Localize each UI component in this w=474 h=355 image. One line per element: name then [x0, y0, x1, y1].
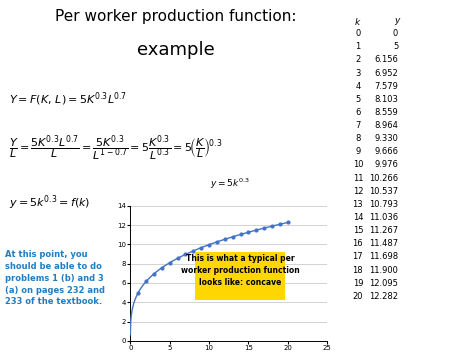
Text: $y = 5k^{0.3} = f(k)$: $y = 5k^{0.3} = f(k)$ [9, 193, 91, 212]
Text: 1: 1 [355, 42, 361, 51]
Text: 12.095: 12.095 [369, 279, 398, 288]
Text: $y = 5k^{0.3}$: $y = 5k^{0.3}$ [210, 176, 250, 191]
Text: 19: 19 [353, 279, 363, 288]
Text: 10.266: 10.266 [369, 174, 398, 182]
Text: $k$: $k$ [354, 16, 362, 27]
Text: 18: 18 [353, 266, 363, 274]
Text: 0: 0 [393, 29, 398, 38]
Text: example: example [137, 41, 214, 59]
Text: 17: 17 [353, 252, 363, 261]
Text: 6.156: 6.156 [374, 55, 398, 64]
Text: 11.487: 11.487 [369, 239, 398, 248]
Text: 6.952: 6.952 [374, 69, 398, 77]
Text: 16: 16 [353, 239, 363, 248]
Text: 7.579: 7.579 [374, 82, 398, 91]
Text: 11.267: 11.267 [369, 226, 398, 235]
Text: 11.698: 11.698 [369, 252, 398, 261]
Text: 15: 15 [353, 226, 363, 235]
Text: 12.282: 12.282 [369, 292, 398, 301]
Text: 5: 5 [355, 95, 361, 104]
Text: 10: 10 [353, 160, 363, 169]
Text: 9: 9 [355, 147, 361, 156]
Text: At this point, you
should be able to do
problems 1 (b) and 3
(a) on pages 232 an: At this point, you should be able to do … [5, 250, 105, 306]
Text: $\dfrac{Y}{L} = \dfrac{5K^{0.3}L^{0.7}}{L} = \dfrac{5K^{0.3}}{L^{1-0.7}} = 5\dfr: $\dfrac{Y}{L} = \dfrac{5K^{0.3}L^{0.7}}{… [9, 133, 223, 163]
Text: 11.900: 11.900 [369, 266, 398, 274]
Text: 9.330: 9.330 [374, 134, 398, 143]
Text: 8.964: 8.964 [374, 121, 398, 130]
Text: 9.666: 9.666 [374, 147, 398, 156]
Text: This is what a typical per
worker production function
looks like: concave: This is what a typical per worker produc… [181, 254, 300, 287]
Text: 8.103: 8.103 [374, 95, 398, 104]
Text: $y$: $y$ [394, 16, 402, 27]
Text: 6: 6 [355, 108, 361, 117]
Text: 20: 20 [353, 292, 363, 301]
Text: 14: 14 [353, 213, 363, 222]
Text: 2: 2 [355, 55, 361, 64]
Text: $Y = F(K,\, L) = 5K^{0.3}L^{0.7}$: $Y = F(K,\, L) = 5K^{0.3}L^{0.7}$ [9, 91, 128, 108]
Text: Per worker production function:: Per worker production function: [55, 9, 296, 24]
Text: 0: 0 [355, 29, 361, 38]
Text: 13: 13 [353, 200, 363, 209]
Text: 3: 3 [355, 69, 361, 77]
Text: 9.976: 9.976 [374, 160, 398, 169]
Text: 8.559: 8.559 [374, 108, 398, 117]
Text: 11: 11 [353, 174, 363, 182]
Text: 4: 4 [355, 82, 361, 91]
Text: 12: 12 [353, 187, 363, 196]
Text: 10.537: 10.537 [369, 187, 398, 196]
Text: 11.036: 11.036 [369, 213, 398, 222]
FancyBboxPatch shape [195, 252, 285, 300]
Text: 7: 7 [355, 121, 361, 130]
Text: 5: 5 [393, 42, 398, 51]
Text: 10.793: 10.793 [369, 200, 398, 209]
Text: 8: 8 [355, 134, 361, 143]
